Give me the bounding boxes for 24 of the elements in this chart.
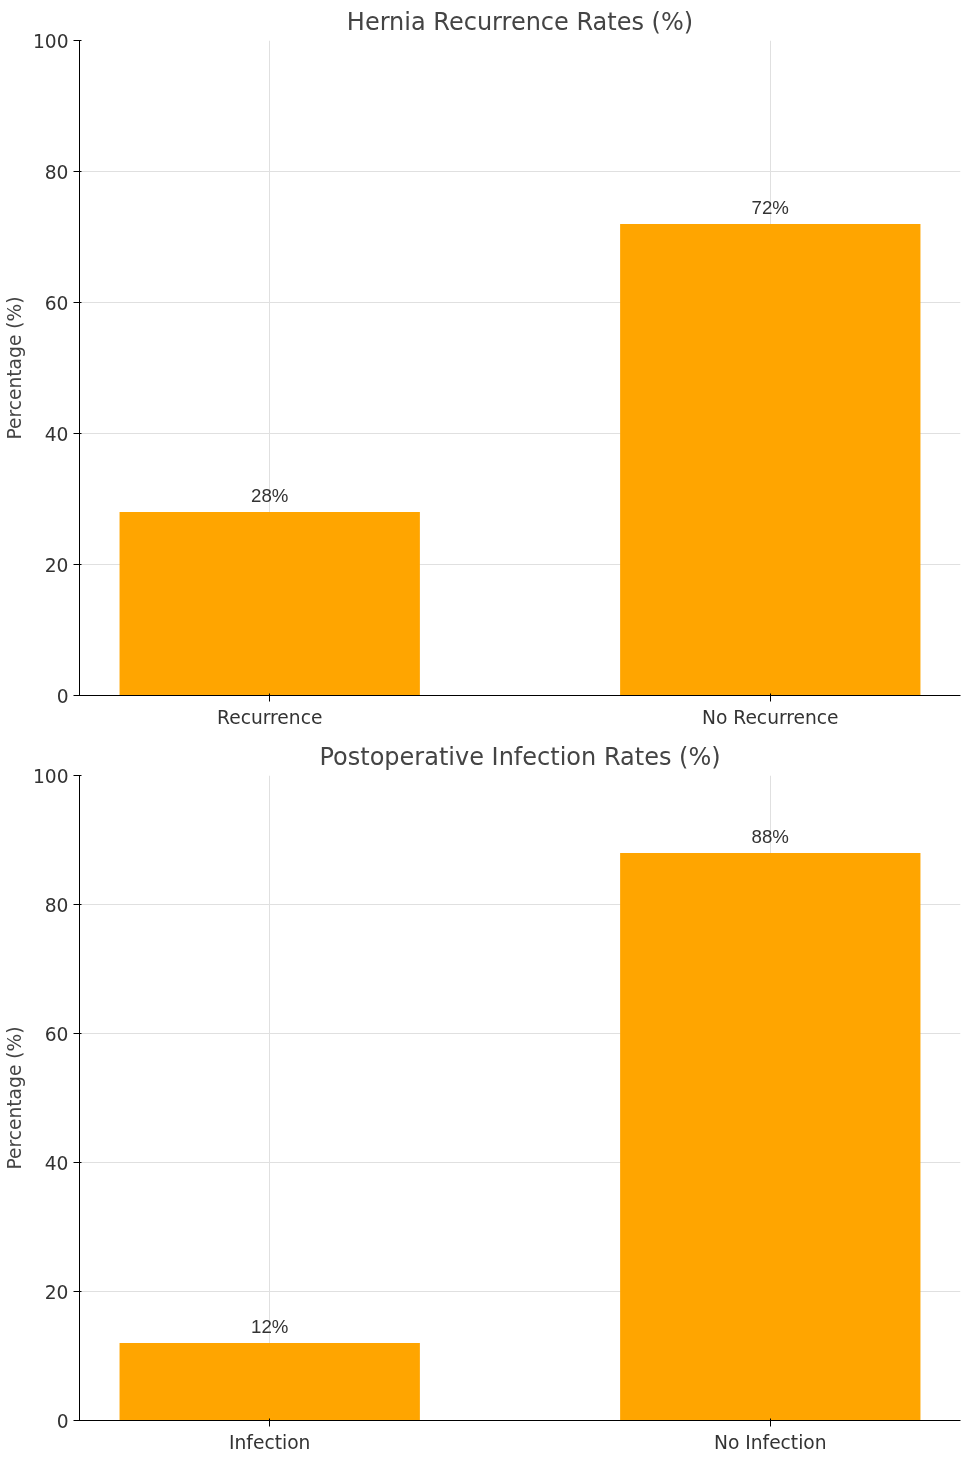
- x-tick-label: No Infection: [713, 1431, 827, 1453]
- y-tick-label: 100: [32, 765, 69, 787]
- y-axis-title: Percentage (%): [3, 1026, 25, 1170]
- data-label: 28%: [251, 485, 289, 507]
- chart-title: Postoperative Infection Rates (%): [319, 742, 721, 771]
- y-axis-title: Percentage (%): [3, 296, 25, 440]
- x-tick-label: Infection: [229, 1431, 311, 1453]
- y-tick-label: 100: [32, 30, 69, 52]
- y-tick-label: 80: [44, 894, 69, 916]
- x-tick-label: No Recurrence: [701, 706, 839, 728]
- y-tick-label: 80: [44, 161, 69, 183]
- data-label: 12%: [251, 1316, 289, 1338]
- y-tick-label: 40: [44, 1152, 69, 1174]
- chart-title: Hernia Recurrence Rates (%): [346, 7, 694, 36]
- data-label: 72%: [751, 196, 789, 218]
- y-tick-label: 40: [44, 423, 69, 445]
- y-tick-label: 0: [56, 685, 69, 707]
- y-tick-label: 0: [56, 1410, 69, 1432]
- y-tick-label: 20: [44, 1281, 69, 1303]
- y-tick-label: 20: [44, 554, 69, 576]
- data-label: 88%: [751, 825, 789, 847]
- y-tick-label: 60: [44, 292, 69, 314]
- x-tick-label: Recurrence: [217, 706, 323, 728]
- y-tick-label: 60: [44, 1023, 69, 1045]
